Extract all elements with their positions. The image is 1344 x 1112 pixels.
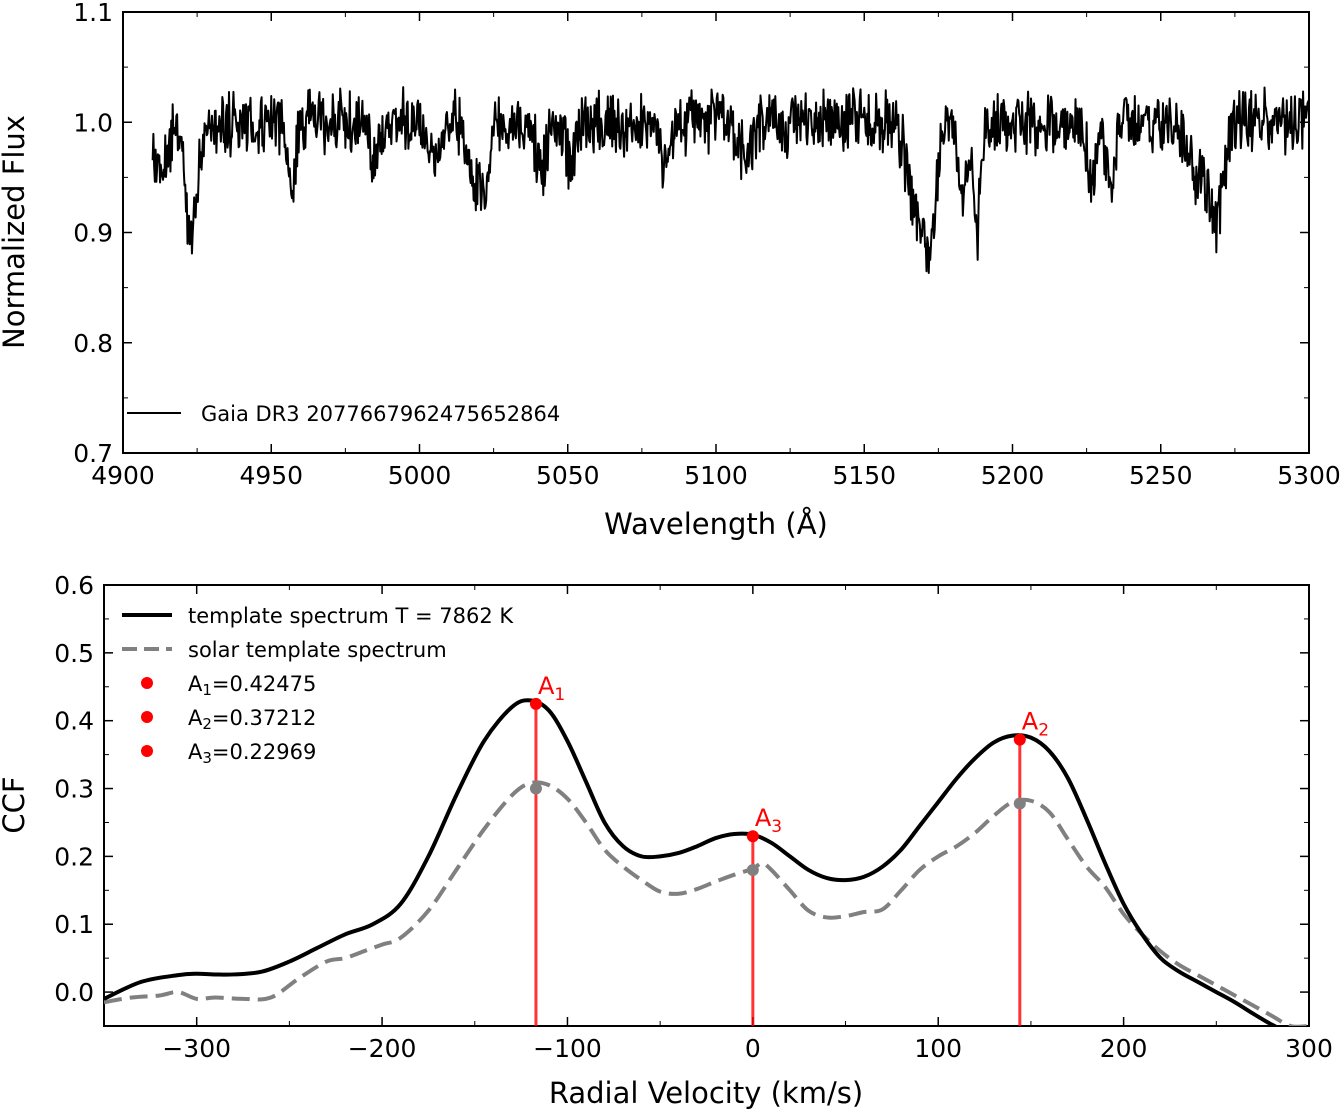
spectrum-plot-frame	[122, 11, 1310, 454]
spectrum-legend-label: Gaia DR3 2077667962475652864	[201, 402, 560, 426]
spectrum-x-tick-label: 5300	[1277, 461, 1341, 490]
ccf-legend-label: A3=0.22969	[188, 740, 316, 767]
ccf-x-tick-label: 0	[745, 1034, 761, 1063]
ccf-y-tick-label: 0.0	[54, 978, 94, 1007]
spectrum-x-axis-label: Wavelength (Å)	[604, 507, 828, 541]
solar-template-ccf-line	[104, 780, 1309, 1026]
spectrum-x-tick-label: 5000	[388, 461, 452, 490]
ccf-legend-marker	[141, 711, 153, 723]
template-ccf-line	[104, 698, 1279, 1026]
ccf-y-tick-label: 0.1	[54, 910, 94, 939]
ccf-x-tick-label: −200	[348, 1034, 417, 1063]
ccf-y-tick-label: 0.2	[54, 842, 94, 871]
spectrum-x-tick-label: 4950	[239, 461, 303, 490]
spectrum-legend: Gaia DR3 2077667962475652864	[127, 402, 560, 426]
spectrum-line	[151, 86, 1310, 274]
ccf-y-tick-label: 0.4	[54, 707, 94, 736]
spectrum-y-tick-label: 0.7	[73, 439, 113, 468]
ccf-legend-marker	[141, 677, 153, 689]
ccf-x-tick-label: −300	[162, 1034, 231, 1063]
spectrum-y-axis-label: Normalized Flux	[0, 115, 31, 349]
ccf-y-tick-label: 0.5	[54, 639, 94, 668]
ccf-peak-marker	[746, 830, 759, 843]
spectrum-x-tick-label: 5100	[684, 461, 748, 490]
spectrum-y-tick-label: 1.1	[73, 0, 113, 27]
ccf-legend-label: template spectrum T = 7862 K	[188, 604, 514, 628]
solar-peak-marker	[1013, 797, 1026, 810]
solar-peak-marker	[529, 782, 542, 795]
ccf-y-tick-label: 0.3	[54, 775, 94, 804]
ccf-legend-label: solar template spectrum	[188, 638, 447, 662]
ccf-plot-frame	[103, 584, 1310, 1027]
ccf-peak-annotations: A1 A3 A2	[538, 672, 1049, 837]
spectrum-x-tick-label: 5150	[832, 461, 896, 490]
ccf-legend-label: A1=0.42475	[188, 672, 316, 699]
peak-annotation: A2	[1022, 708, 1049, 741]
ccf-x-tick-label: 300	[1285, 1034, 1333, 1063]
ccf-x-axis-label: Radial Velocity (km/s)	[549, 1076, 863, 1110]
spectrum-x-tick-label: 5250	[1129, 461, 1193, 490]
ccf-y-axis-label: CCF	[0, 776, 31, 833]
spectrum-y-tick-label: 0.8	[73, 329, 113, 358]
ccf-x-tick-label: 100	[914, 1034, 962, 1063]
solar-peak-marker	[746, 863, 759, 876]
ccf-legend: template spectrum T = 7862 K solar templa…	[122, 604, 514, 767]
spectrum-x-ticks: 4900 4950 5000 5050 5100 5150 5200 5250 5300	[91, 12, 1341, 490]
peak-annotation: A3	[755, 804, 782, 837]
ccf-y-tick-label: 0.6	[54, 571, 94, 600]
ccf-legend-label: A2=0.37212	[188, 706, 316, 733]
spectrum-y-tick-label: 0.9	[73, 219, 113, 248]
spectrum-x-tick-label: 5050	[536, 461, 600, 490]
ccf-x-tick-label: −100	[533, 1034, 602, 1063]
ccf-legend-marker	[141, 745, 153, 757]
ccf-peak-lines	[534, 703, 1022, 1026]
ccf-peak-marker	[529, 697, 542, 710]
spectrum-y-ticks: 0.7 0.8 0.9 1.0 1.1	[73, 0, 1309, 468]
ccf-peak-marker	[1013, 733, 1026, 746]
spectrum-panel: 0.7 0.8 0.9 1.0 1.1 4900 4950 5000 5050 5100 5150…	[0, 0, 1341, 541]
spectrum-x-tick-label: 5200	[981, 461, 1045, 490]
spectrum-x-tick-label: 4900	[91, 461, 155, 490]
ccf-panel: 0.0 0.1 0.2 0.3 0.4 0.5 0.6 −300 −200 −100 0 100 20…	[0, 571, 1333, 1110]
peak-annotation: A1	[538, 672, 565, 705]
ccf-x-ticks: −300 −200 −100 0 100 200 300	[103, 585, 1333, 1063]
ccf-x-tick-label: 200	[1100, 1034, 1148, 1063]
ccf-peak-markers	[529, 697, 1026, 876]
ccf-y-ticks: 0.0 0.1 0.2 0.3 0.4 0.5 0.6	[54, 571, 1309, 1027]
spectrum-y-tick-label: 1.0	[73, 108, 113, 137]
